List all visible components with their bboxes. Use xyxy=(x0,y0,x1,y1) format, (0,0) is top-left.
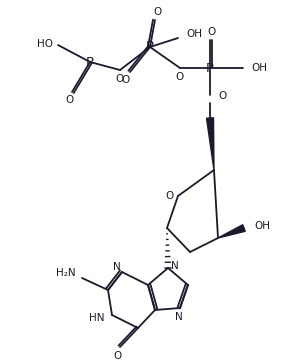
Text: HO: HO xyxy=(37,39,53,49)
Text: H₂N: H₂N xyxy=(56,268,76,278)
Polygon shape xyxy=(207,118,214,170)
Text: O: O xyxy=(153,7,161,17)
Text: O: O xyxy=(121,75,129,85)
Text: OH: OH xyxy=(186,29,202,39)
Text: P: P xyxy=(86,56,94,69)
Text: N: N xyxy=(175,312,183,322)
Text: HN: HN xyxy=(88,313,104,323)
Text: O: O xyxy=(116,74,124,84)
Text: N: N xyxy=(113,262,121,272)
Text: O: O xyxy=(113,351,121,361)
Text: OH: OH xyxy=(254,221,270,231)
Text: P: P xyxy=(206,61,214,74)
Text: O: O xyxy=(165,191,173,201)
Text: O: O xyxy=(66,95,74,105)
Text: O: O xyxy=(218,91,226,101)
Text: N: N xyxy=(171,261,179,271)
Text: OH: OH xyxy=(251,63,267,73)
Text: O: O xyxy=(207,27,215,37)
Text: P: P xyxy=(146,41,154,53)
Polygon shape xyxy=(218,225,245,238)
Text: O: O xyxy=(176,72,184,82)
